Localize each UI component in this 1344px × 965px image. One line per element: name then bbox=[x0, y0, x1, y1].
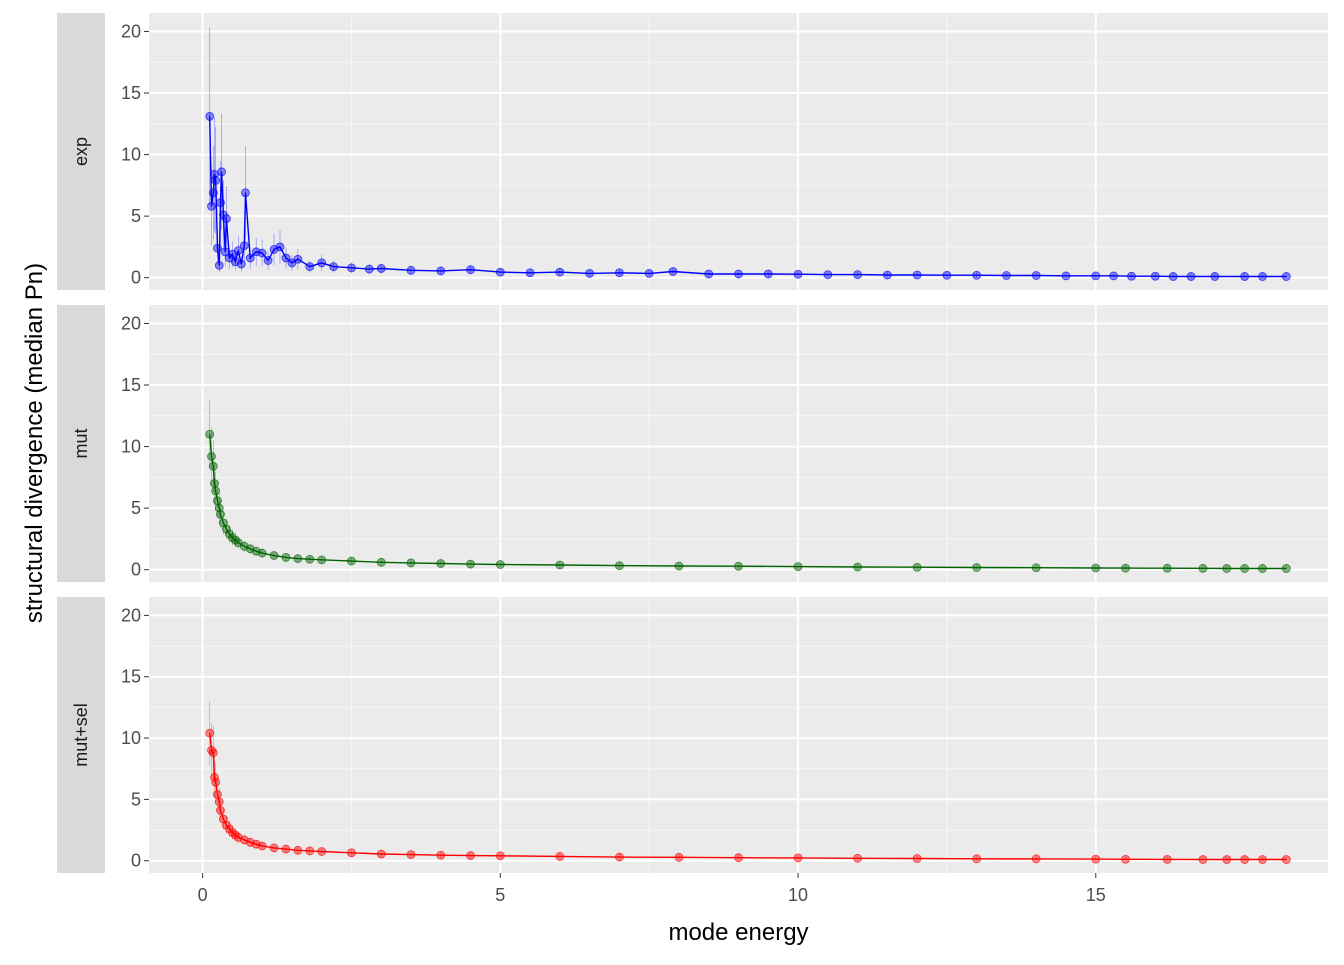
y-tick-label: 10 bbox=[121, 145, 141, 165]
y-tick-label: 10 bbox=[121, 728, 141, 748]
facet-label: mut bbox=[71, 428, 91, 458]
x-tick-label: 5 bbox=[495, 885, 505, 905]
y-tick-label: 15 bbox=[121, 667, 141, 687]
y-tick-label: 20 bbox=[121, 605, 141, 625]
y-tick-label: 0 bbox=[131, 851, 141, 871]
facet-panel-mut: 0 5 10 15 20 mut bbox=[57, 305, 1328, 582]
facet-strip bbox=[57, 13, 105, 290]
y-tick-label: 20 bbox=[121, 21, 141, 41]
y-axis-title: structural divergence (median Pn) bbox=[21, 263, 48, 623]
trend-line bbox=[209, 733, 1287, 861]
y-tick-label: 10 bbox=[121, 437, 141, 457]
facet-panel-exp: 0 5 10 15 20 exp bbox=[57, 13, 1328, 290]
facet-panel-mut-sel: 0 5 10 15 20 mut+sel bbox=[57, 597, 1328, 873]
facet-label: mut+sel bbox=[71, 703, 91, 767]
y-tick-label: 15 bbox=[121, 83, 141, 103]
x-tick-label: 10 bbox=[788, 885, 808, 905]
y-tick-label: 5 bbox=[131, 789, 141, 809]
x-tick-label: 15 bbox=[1086, 885, 1106, 905]
x-axis-title: mode energy bbox=[668, 919, 808, 946]
facet-strip bbox=[57, 597, 105, 873]
trend-line bbox=[209, 434, 1287, 570]
y-tick-label: 15 bbox=[121, 375, 141, 395]
panel-background bbox=[149, 597, 1328, 873]
y-tick-label: 0 bbox=[131, 268, 141, 288]
panel-background bbox=[149, 13, 1328, 290]
facet-label: exp bbox=[71, 137, 91, 166]
y-tick-label: 0 bbox=[131, 560, 141, 580]
trend-line bbox=[209, 116, 1287, 278]
panel-background bbox=[149, 305, 1328, 582]
y-tick-label: 5 bbox=[131, 498, 141, 518]
x-tick-label: 0 bbox=[198, 885, 208, 905]
y-tick-label: 5 bbox=[131, 206, 141, 226]
facet-strip bbox=[57, 305, 105, 582]
y-tick-label: 20 bbox=[121, 313, 141, 333]
